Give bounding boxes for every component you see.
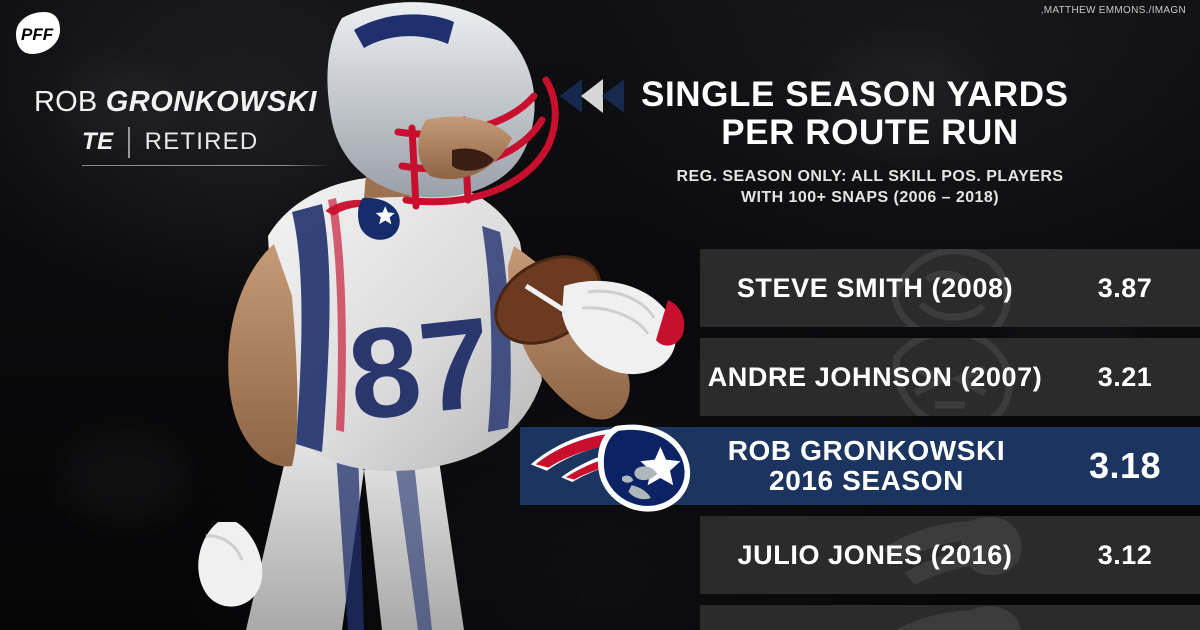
player-position-line: TE RETIRED bbox=[34, 126, 334, 158]
pff-logo[interactable]: PFF bbox=[12, 10, 62, 56]
svg-text:87: 87 bbox=[342, 291, 499, 448]
player-status: RETIRED bbox=[144, 128, 259, 156]
falcons-logo-watermark bbox=[875, 516, 1025, 594]
row-background bbox=[700, 605, 1200, 630]
headline-row-1: SINGLE SEASON YARDS bbox=[560, 76, 1180, 113]
headline-line-2: PER ROUTE RUN bbox=[721, 113, 1019, 153]
row-value: 3.12 bbox=[1097, 539, 1153, 570]
row-value: 3.18 bbox=[1088, 445, 1162, 486]
triangle-right-icon bbox=[602, 78, 624, 113]
table-row: JULIO JONES (2016) 3.12 bbox=[0, 516, 1200, 594]
pff-logo-text: PFF bbox=[21, 25, 54, 44]
texans-logo-watermark bbox=[875, 338, 1025, 416]
player-first-name: ROB bbox=[34, 86, 98, 118]
triangle-left-icon bbox=[560, 78, 582, 113]
name-underline bbox=[82, 164, 330, 166]
patriots-logo bbox=[525, 418, 695, 514]
table-row: STEVE SMITH (2008) 3.87 bbox=[0, 249, 1200, 327]
table-row: JULIO JONES (2017)3.08 bbox=[0, 605, 1200, 630]
photo-credit: ,MATTHEW EMMONS./IMAGN bbox=[1040, 5, 1186, 16]
row-player-label: JULIO JONES (2016) bbox=[737, 539, 1013, 570]
row-player-season: 2016 SEASON bbox=[769, 465, 964, 496]
row-background bbox=[700, 516, 1200, 594]
falcons-logo-watermark bbox=[875, 605, 1025, 630]
row-background bbox=[700, 249, 1200, 327]
row-background bbox=[700, 338, 1200, 416]
row-value: 3.08 bbox=[1050, 629, 1200, 630]
headline-block: SINGLE SEASON YARDS PER ROUTE RUN REG. S… bbox=[560, 76, 1180, 208]
row-content: ROB GRONKOWSKI 2016 SEASON 3.18 bbox=[0, 418, 1200, 514]
row-player-label: STEVE SMITH (2008) bbox=[736, 272, 1014, 303]
player-name: ROB GRONKOWSKI bbox=[34, 86, 334, 118]
row-content: STEVE SMITH (2008) 3.87 bbox=[0, 273, 1200, 304]
subtitle-line-1: REG. SEASON ONLY: ALL SKILL POS. PLAYERS bbox=[676, 168, 1064, 186]
row-value: 3.87 bbox=[1097, 272, 1153, 303]
triangle-group bbox=[560, 77, 624, 113]
player-photo: 87 bbox=[96, 0, 736, 630]
panthers-logo-watermark bbox=[875, 249, 1025, 327]
headline-line-1: SINGLE SEASON YARDS bbox=[641, 75, 1069, 114]
table-row: ROB GRONKOWSKI 2016 SEASON 3.18 bbox=[0, 424, 1200, 512]
subtitle-line-2: WITH 100+ SNAPS (2006 – 2018) bbox=[740, 188, 1000, 206]
row-content: ANDRE JOHNSON (2007) 3.21 bbox=[0, 362, 1200, 393]
headline-row-2: PER ROUTE RUN bbox=[560, 114, 1180, 151]
headline-subtitle: REG. SEASON ONLY: ALL SKILL POS. PLAYERS… bbox=[560, 167, 1180, 208]
ranking-list: STEVE SMITH (2008) 3.87 ANDRE JOHNSON (200… bbox=[0, 249, 1200, 630]
player-last-name: GRONKOWSKI bbox=[105, 86, 317, 118]
row-content: JULIO JONES (2016) 3.12 bbox=[0, 540, 1200, 571]
patriots-logo-svg bbox=[530, 424, 691, 512]
row-value: 3.21 bbox=[1097, 361, 1153, 392]
triangle-middle-icon bbox=[581, 78, 603, 113]
player-position: TE bbox=[82, 128, 114, 156]
row-player-label: ROB GRONKOWSKI 2016 SEASON bbox=[695, 436, 1050, 496]
table-row: ANDRE JOHNSON (2007) 3.21 bbox=[0, 338, 1200, 416]
row-player-label: ANDRE JOHNSON (2007) bbox=[707, 361, 1043, 392]
player-name-card: ROB GRONKOWSKI TE RETIRED bbox=[34, 86, 334, 166]
position-divider bbox=[127, 126, 130, 158]
